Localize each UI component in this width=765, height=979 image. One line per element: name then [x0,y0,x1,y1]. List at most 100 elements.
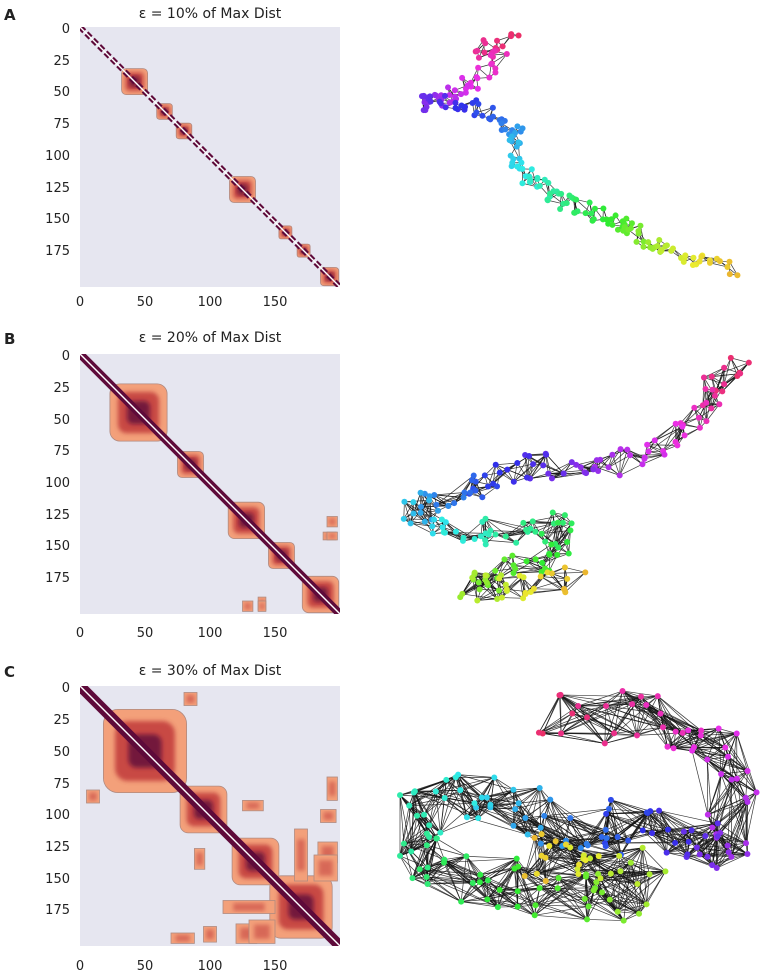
graph-node [640,827,646,833]
graph-node [575,703,581,709]
graph-node [584,841,590,847]
graph-node [538,841,544,847]
graph-node [537,885,543,891]
graph-node [562,512,568,518]
graph-node [532,529,538,535]
y-tick: 0 [62,349,70,364]
graph-node [539,831,545,837]
graph-node [523,527,529,533]
graph-node [438,100,444,106]
graph-node [569,520,575,526]
graph-node [690,262,696,268]
graph-node [704,756,710,762]
graph-node [558,730,564,736]
graph-node [656,808,662,814]
graph-node [539,560,545,566]
graph-node [490,105,496,111]
graph-node [461,490,467,496]
graph-edge [609,449,621,467]
graph-node [504,467,510,473]
y-tick: 150 [45,539,70,554]
graph-node [408,848,414,854]
graph-node [447,100,453,106]
graph-node [673,729,679,735]
graph-node [629,701,635,707]
graph-node [425,881,431,887]
heatmap-off-block-core [297,839,305,870]
graph-node [494,38,500,44]
graph-node [493,462,499,468]
graph-node [476,55,482,61]
graph-node [435,508,441,514]
graph-node [697,851,703,857]
graph-node [471,472,477,478]
graph-node [457,787,463,793]
graph-node [470,880,476,886]
graph-node [729,777,735,783]
graph-node [698,732,704,738]
graph-node [458,91,464,97]
graph-node [509,553,515,559]
graph-node [573,197,579,203]
graph-node [526,453,532,459]
graph-node [464,814,470,820]
graph-node [414,813,420,819]
heatmap-a [80,27,340,287]
graph-node [674,442,680,448]
graph-node [607,897,613,903]
graph-edge [480,859,517,882]
graph-node [479,113,485,119]
graph-node [504,586,510,592]
graph-node [504,51,510,57]
panel-b-letter: B [4,330,15,348]
graph-node [606,464,612,470]
graph-node [691,255,697,261]
heatmap-off-block-core [324,812,333,820]
graph-node [636,911,642,917]
y-tick: 125 [45,181,70,196]
graph-node [452,100,458,106]
graph-node [584,916,590,922]
graph-edge [587,919,624,920]
graph-node [549,475,555,481]
graph-node [523,591,529,597]
graph-node [682,252,688,258]
heatmap-off-block-core [89,793,97,801]
graph-node [431,517,437,523]
graph-node [660,724,666,730]
graph-node [555,885,561,891]
graph-node [721,365,727,371]
graph-node [608,797,614,803]
graph-node [453,774,459,780]
graph-node [726,849,732,855]
graph-edge [466,856,516,858]
graph-node [587,200,593,206]
graph-node [646,448,652,454]
graph-node [482,572,488,578]
graph-node [746,360,752,366]
graph-node [634,881,640,887]
graph-node [684,851,690,857]
graph-node [401,841,407,847]
graph-edge [400,795,404,843]
y-tick: 50 [53,745,70,760]
graph-node [591,887,597,893]
graph-node [440,524,446,530]
graph-node [694,845,700,851]
graph-node [412,788,418,794]
graph-node [397,792,403,798]
graph-node [409,875,415,881]
graph-node [737,371,743,377]
graph-edge [535,906,589,915]
graph-node [486,74,492,80]
graph-node [664,744,670,750]
graph-node [603,827,609,833]
graph-node [498,120,504,126]
graph-node [644,901,650,907]
graph-node [561,471,567,477]
graph-edge [565,567,585,572]
graph-edges [404,358,749,601]
graph-node [426,822,432,828]
graph-node [474,48,480,54]
graph-edge [565,572,585,592]
